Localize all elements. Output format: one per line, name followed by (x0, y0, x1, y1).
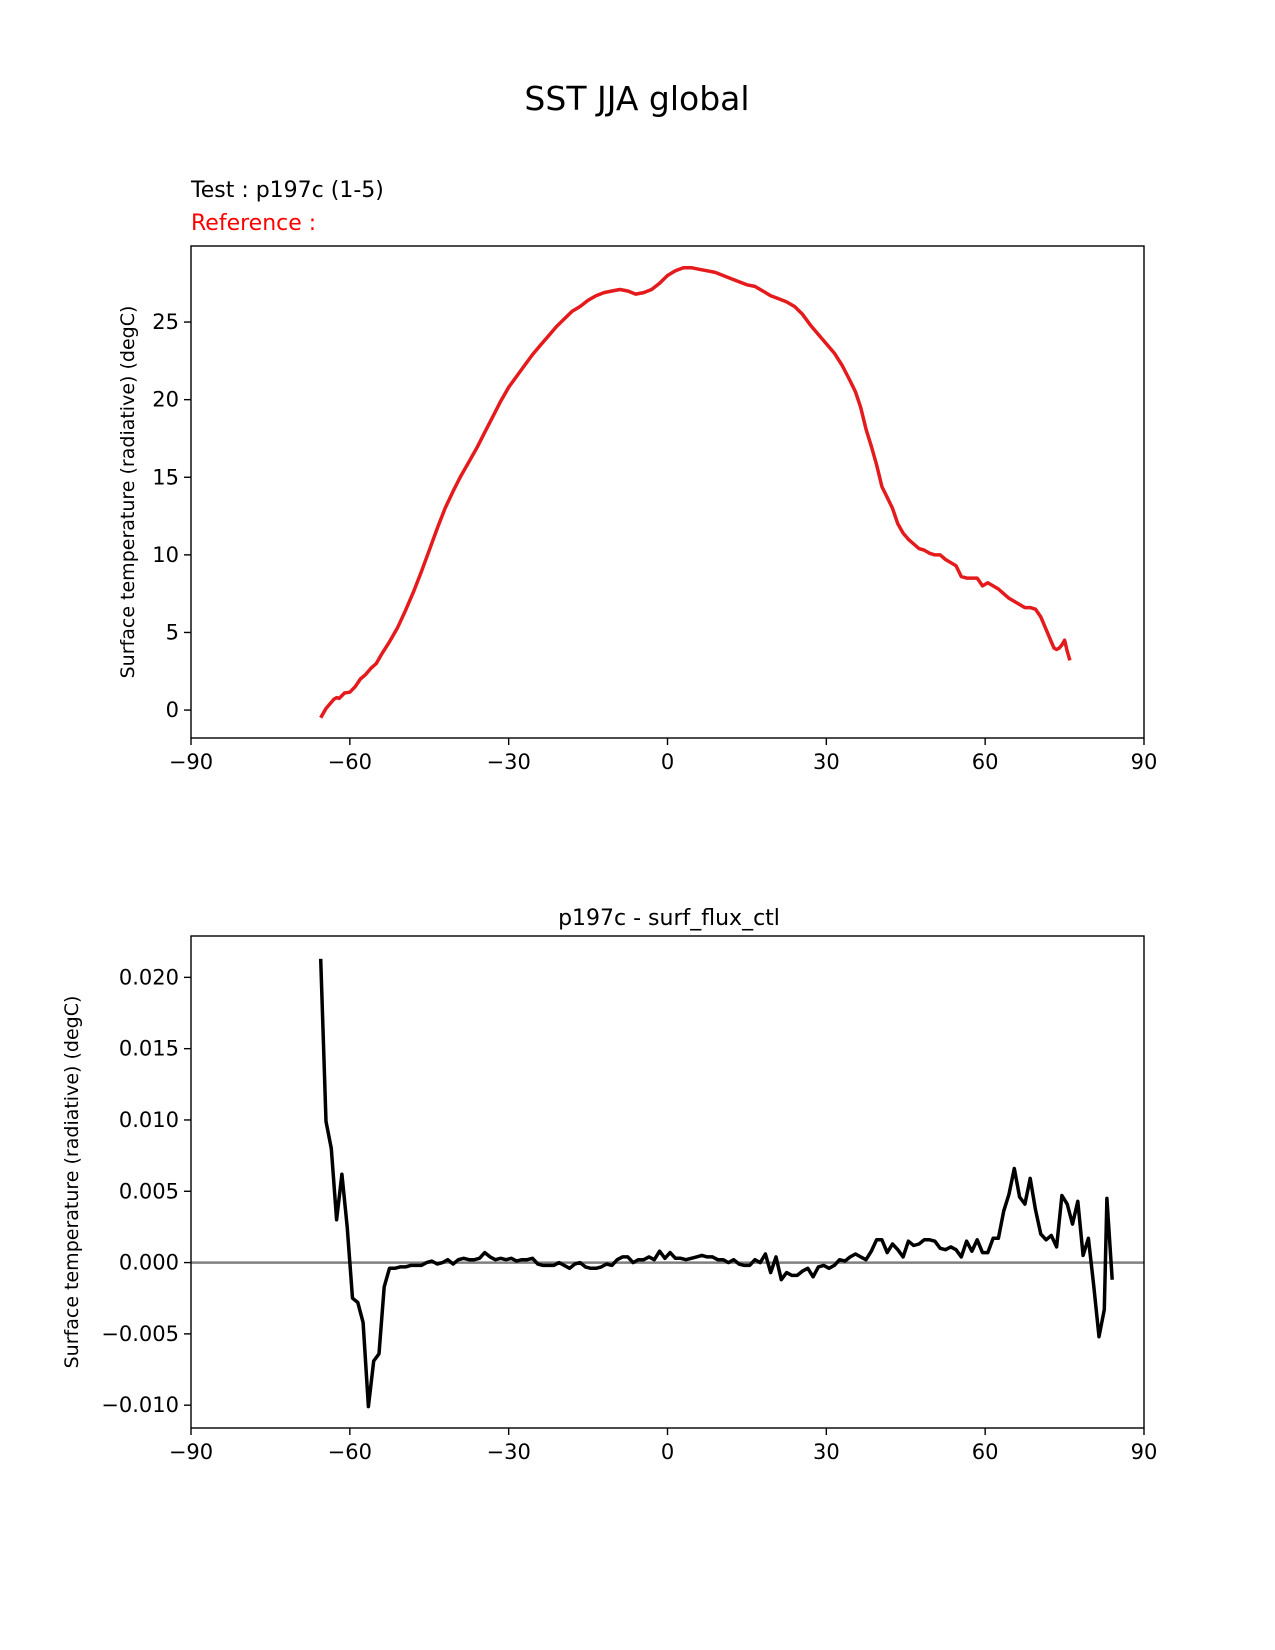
x-tick-label: 30 (813, 1440, 840, 1464)
figure-title: SST JJA global (524, 79, 749, 118)
y-tick-label: 0.010 (119, 1108, 179, 1132)
top-chart-ticks: −90 −60 −30 0 30 60 90 0 5 10 15 20 25 (152, 310, 1157, 774)
top-chart-plot-area (319, 265, 1072, 719)
x-tick-label: 0 (661, 750, 674, 774)
y-tick-label: 0 (166, 698, 179, 722)
x-tick-label: −30 (487, 1440, 531, 1464)
x-tick-label: 30 (813, 750, 840, 774)
x-tick-label: 90 (1131, 750, 1158, 774)
y-tick-label: 0.020 (119, 965, 179, 989)
x-tick-label: 60 (972, 750, 999, 774)
top-chart-reference-label: Reference : (191, 211, 316, 236)
x-tick-label: −30 (487, 750, 531, 774)
x-tick-label: −90 (169, 1440, 213, 1464)
y-tick-label: 15 (152, 465, 179, 489)
bottom-chart-series-line (318, 958, 1114, 1409)
top-chart-series-line (319, 265, 1072, 719)
top-chart-test-label: Test : p197c (1-5) (190, 178, 384, 203)
x-tick-label: 60 (972, 1440, 999, 1464)
bottom-chart-panel: p197c - surf_flux_ctl Surface temperatur… (61, 906, 1157, 1464)
y-tick-label: 0.000 (119, 1251, 179, 1275)
x-tick-label: −90 (169, 750, 213, 774)
top-chart-y-axis-label: Surface temperature (radiative) (degC) (117, 306, 139, 679)
bottom-chart-plot-area (191, 958, 1144, 1409)
x-tick-label: 0 (661, 1440, 674, 1464)
y-tick-label: −0.010 (101, 1393, 179, 1417)
y-tick-label: 20 (152, 388, 179, 412)
bottom-chart-title: p197c - surf_flux_ctl (558, 906, 780, 931)
y-tick-label: 5 (166, 620, 179, 644)
y-tick-label: 0.005 (119, 1179, 179, 1203)
bottom-chart-y-axis-label: Surface temperature (radiative) (degC) (61, 996, 83, 1369)
y-tick-label: −0.005 (101, 1322, 179, 1346)
x-tick-label: 90 (1131, 1440, 1158, 1464)
y-tick-label: 25 (152, 310, 179, 334)
x-tick-label: −60 (328, 1440, 372, 1464)
y-tick-label: 0.015 (119, 1037, 179, 1061)
bottom-chart-ticks: −90 −60 −30 0 30 60 90 −0.010 −0.005 0.000 0.005 0.… (101, 965, 1157, 1464)
y-tick-label: 10 (152, 543, 179, 567)
top-chart-panel: Test : p197c (1-5) Reference : Surface t… (117, 178, 1157, 774)
x-tick-label: −60 (328, 750, 372, 774)
